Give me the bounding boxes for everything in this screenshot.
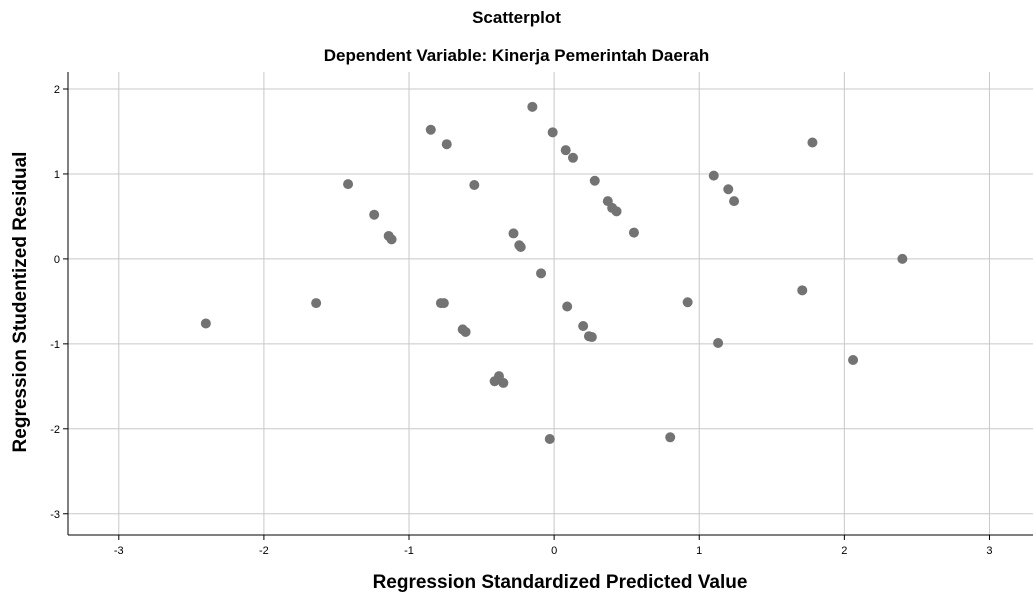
data-point: [441, 139, 452, 150]
x-tick-label: -2: [259, 545, 269, 557]
gridlines: [68, 72, 1033, 535]
chart-title: Scatterplot: [472, 8, 561, 27]
data-point: [527, 101, 538, 112]
x-tick-label: 0: [551, 545, 557, 557]
y-tick-label: -3: [50, 509, 60, 521]
data-point: [567, 152, 578, 163]
data-point: [589, 175, 600, 186]
data-point: [386, 234, 397, 245]
data-point: [311, 298, 322, 309]
data-point: [498, 377, 509, 388]
y-tick-label: -2: [50, 424, 60, 436]
x-axis-label: Regression Standardized Predicted Value: [372, 572, 748, 593]
data-point: [536, 268, 547, 279]
data-point: [547, 127, 558, 138]
data-point: [469, 179, 480, 190]
data-point: [682, 297, 693, 308]
chart-subtitle: Dependent Variable: Kinerja Pemerintah D…: [323, 46, 710, 65]
data-point: [508, 228, 519, 239]
tick-labels: -3 -2 -1 0 1 2 3 -3 -2 -1 0 1 2: [50, 84, 992, 557]
data-point: [611, 206, 622, 217]
data-point: [807, 137, 818, 148]
y-tick-label: 2: [54, 84, 60, 96]
x-tick-label: 1: [696, 545, 702, 557]
data-point: [665, 432, 676, 443]
data-point: [515, 242, 526, 253]
data-point: [544, 434, 555, 445]
data-point: [578, 321, 589, 332]
x-tick-label: -1: [404, 545, 414, 557]
data-point: [425, 124, 436, 135]
data-point: [586, 332, 597, 343]
data-point: [200, 318, 211, 329]
data-point: [848, 354, 859, 365]
data-point: [560, 145, 571, 156]
data-point: [438, 298, 449, 309]
data-point: [708, 170, 719, 181]
axes: [63, 72, 1033, 540]
x-tick-label: -3: [114, 545, 124, 557]
y-tick-label: 1: [54, 169, 60, 181]
x-tick-label: 3: [986, 545, 992, 557]
x-tick-label: 2: [841, 545, 847, 557]
data-points: [200, 101, 908, 445]
data-point: [628, 227, 639, 238]
data-point: [897, 253, 908, 264]
data-point: [369, 209, 380, 220]
data-point: [562, 301, 573, 312]
data-point: [723, 184, 734, 195]
y-tick-label: 0: [54, 254, 60, 266]
data-point: [460, 326, 471, 337]
y-tick-label: -1: [50, 339, 60, 351]
data-point: [797, 285, 808, 296]
data-point: [729, 196, 740, 207]
data-point: [343, 179, 354, 190]
data-point: [713, 338, 724, 349]
